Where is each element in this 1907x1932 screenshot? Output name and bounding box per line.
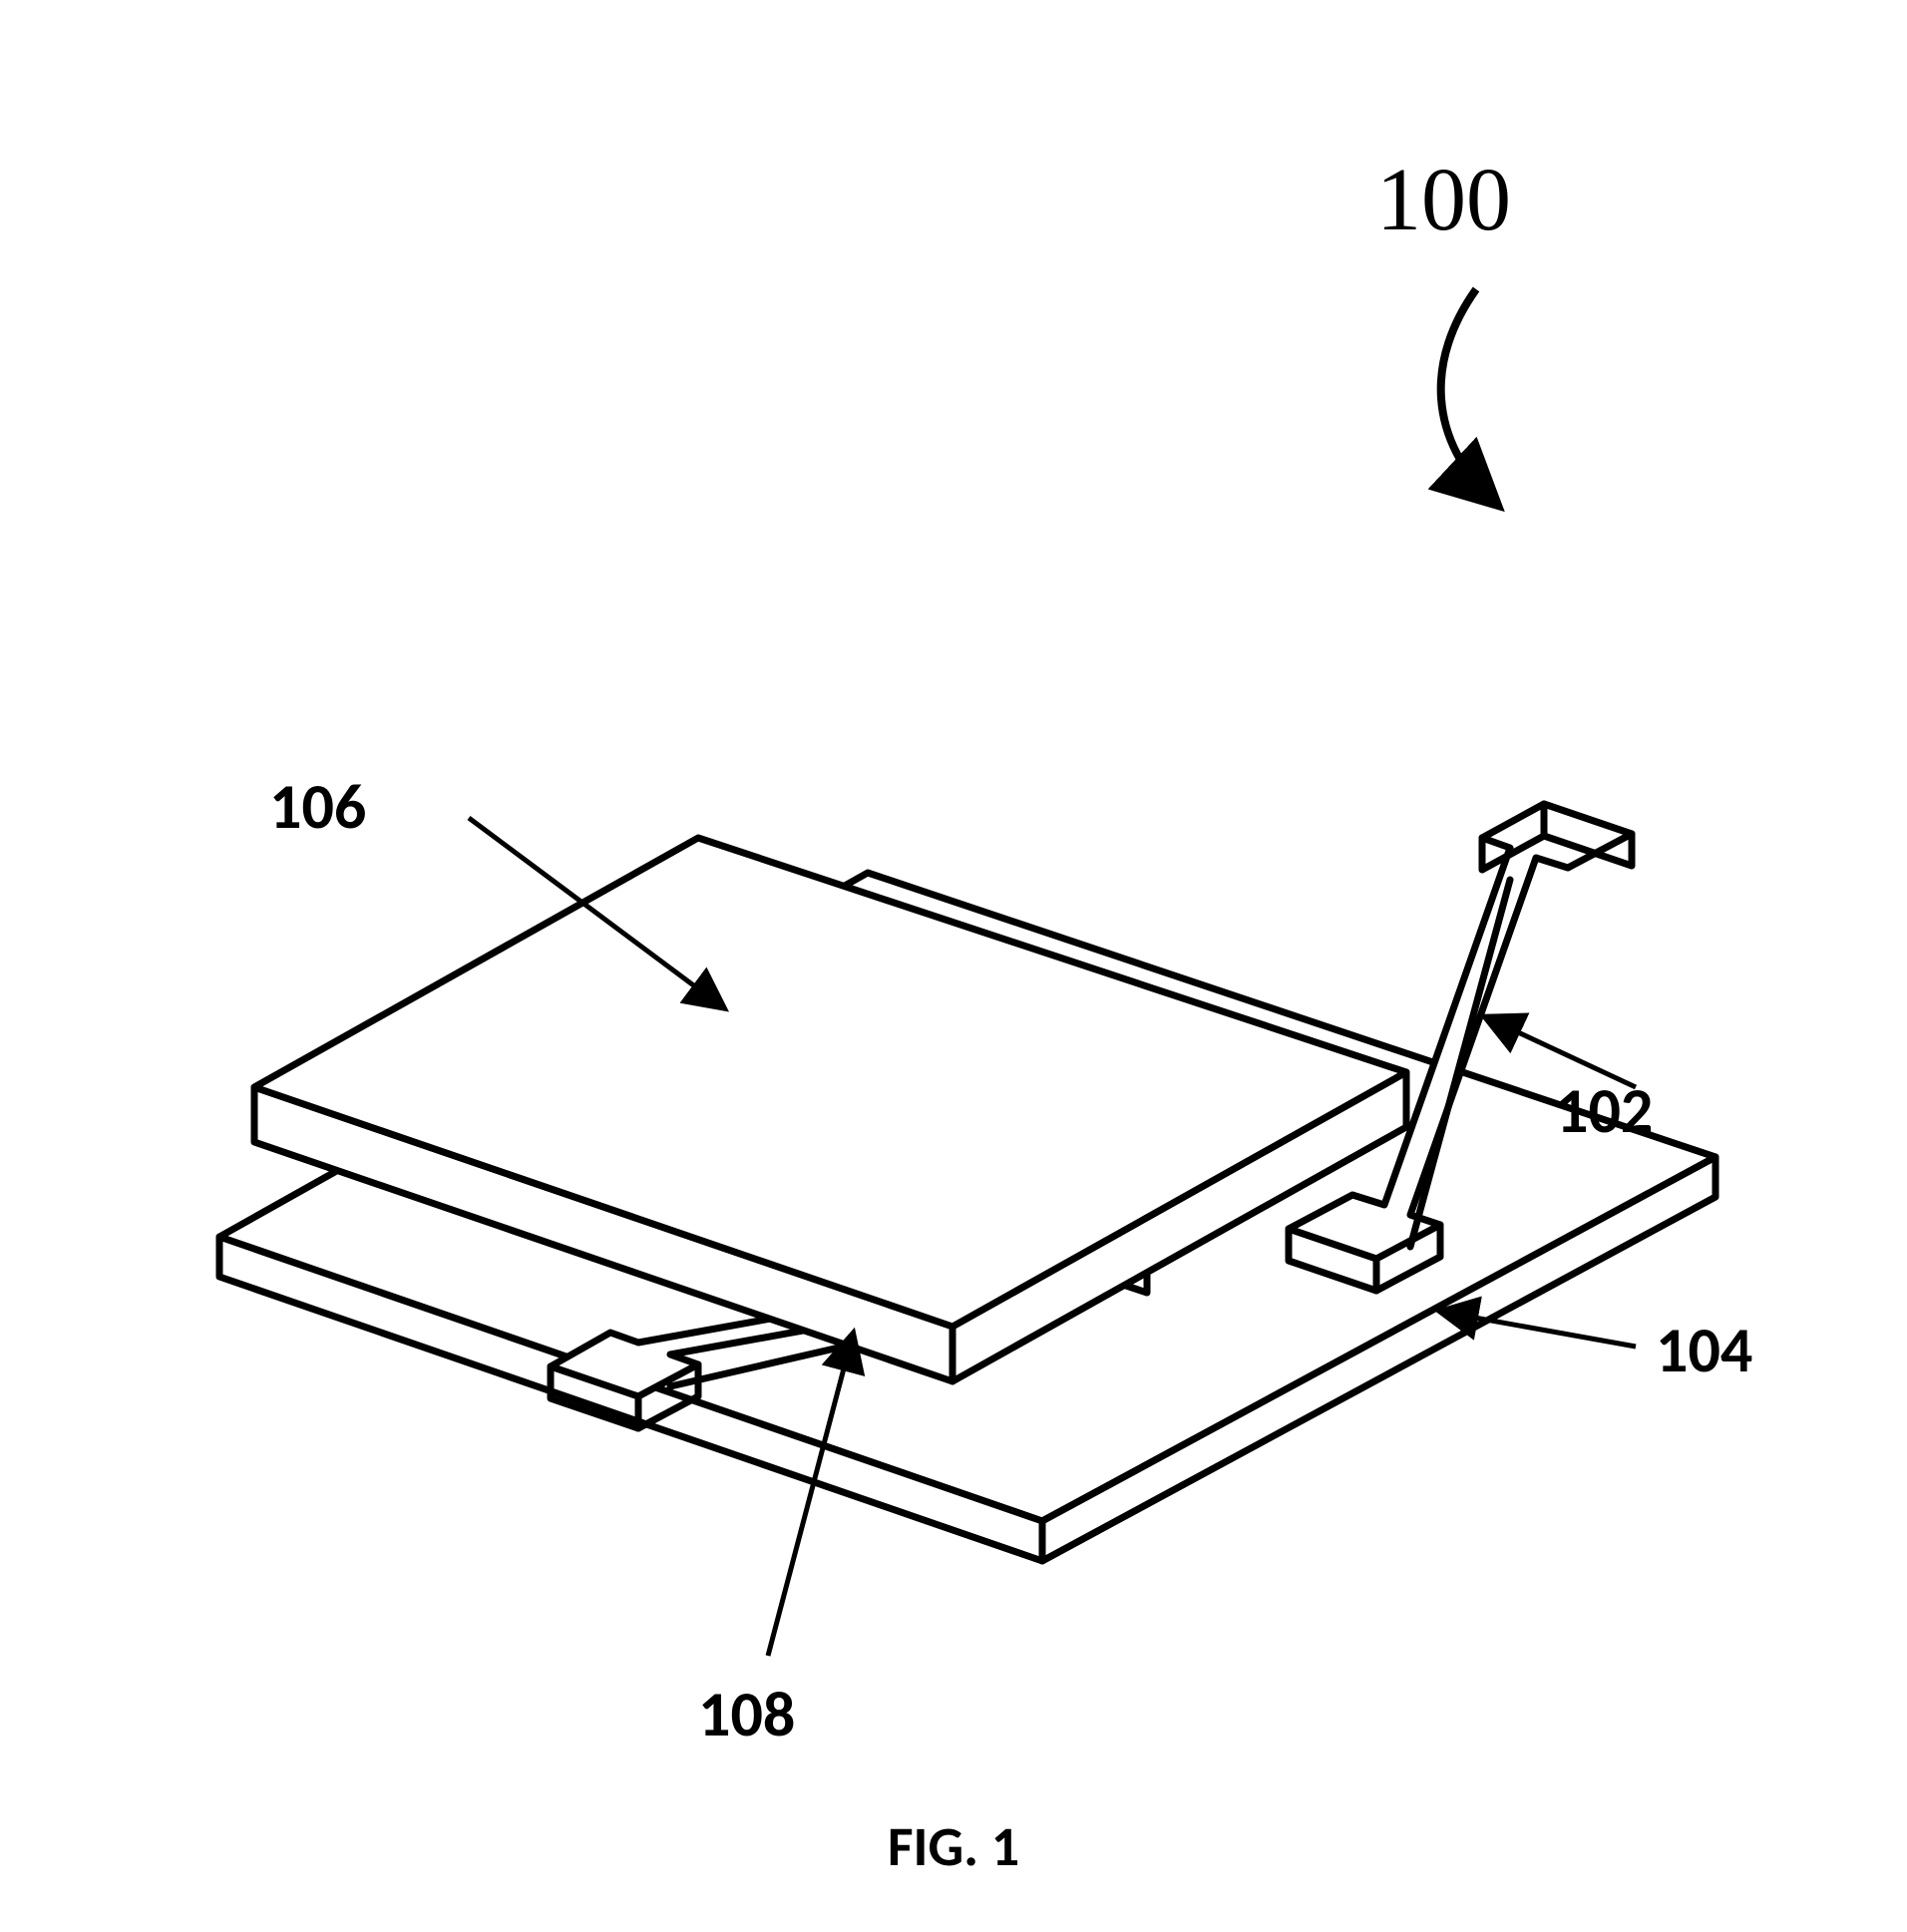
label-106: 106: [269, 768, 366, 846]
label-108: 108: [698, 1676, 795, 1753]
label-100: 100: [1376, 151, 1511, 249]
leader-100: [1441, 289, 1496, 504]
figure-caption: FIG. 1: [888, 1813, 1019, 1881]
label-102: 102: [1556, 1072, 1653, 1150]
label-104: 104: [1656, 1312, 1752, 1389]
figure-svg: 100 106 102 104 108 FIG. 1: [0, 0, 1907, 1932]
